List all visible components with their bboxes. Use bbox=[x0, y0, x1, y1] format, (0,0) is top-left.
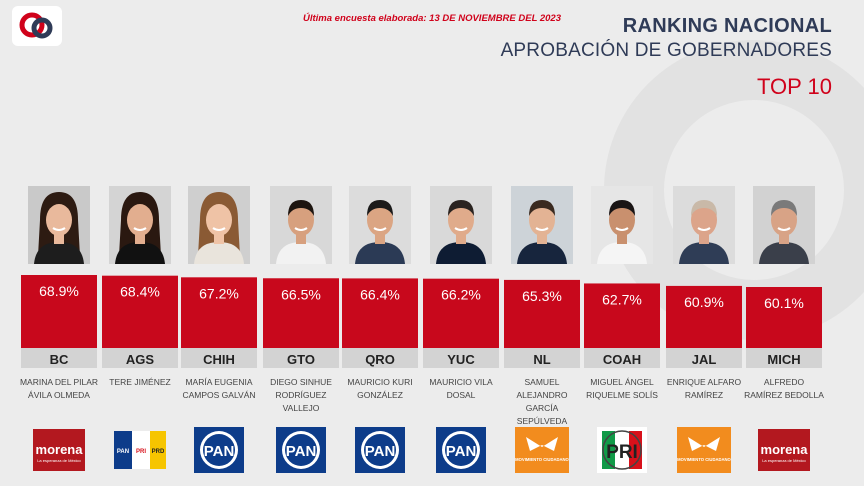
category-label: AGS bbox=[126, 352, 155, 367]
governor-name: DIEGO SINHUE RODRÍGUEZ VALLEJO bbox=[270, 377, 332, 413]
governor-name: ENRIQUE ALFARO RAMÍREZ bbox=[666, 377, 742, 400]
movimiento-ciudadano-logo: MOVIMIENTO CIUDADANO bbox=[514, 425, 570, 475]
governor-name: MAURICIO VILA DOSAL bbox=[429, 377, 493, 400]
state-band bbox=[102, 348, 178, 368]
value-label: 60.9% bbox=[684, 294, 724, 310]
value-label: 66.2% bbox=[441, 287, 481, 303]
bar-jal bbox=[666, 285, 742, 348]
value-label: 67.2% bbox=[199, 285, 239, 301]
value-label: 66.5% bbox=[281, 286, 321, 302]
category-label: JAL bbox=[692, 352, 717, 367]
governor-photo bbox=[349, 186, 411, 264]
bar-gto bbox=[263, 278, 339, 348]
pan-logo: PAN bbox=[191, 425, 247, 475]
value-label: 68.9% bbox=[39, 283, 79, 299]
morena-logo: morena La esperanza de México bbox=[756, 425, 812, 475]
category-label: NL bbox=[533, 352, 550, 367]
state-band bbox=[666, 348, 742, 368]
state-band bbox=[263, 348, 339, 368]
bar-yuc bbox=[423, 278, 499, 348]
svg-text:MOVIMIENTO CIUDADANO: MOVIMIENTO CIUDADANO bbox=[677, 457, 731, 462]
svg-text:La esperanza de México: La esperanza de México bbox=[762, 458, 806, 463]
pri-logo: PRI bbox=[594, 425, 650, 475]
category-label: BC bbox=[50, 352, 69, 367]
governor-photo bbox=[511, 186, 573, 264]
page-title: RANKING NACIONAL bbox=[622, 15, 832, 37]
category-label: YUC bbox=[447, 352, 475, 367]
svg-text:PAN: PAN bbox=[365, 443, 396, 460]
svg-text:PAN: PAN bbox=[204, 443, 235, 460]
bar-bc bbox=[21, 275, 97, 348]
survey-date-note: Última encuesta elaborada: 13 DE NOVIEMB… bbox=[303, 13, 561, 24]
governor-name: SAMUEL ALEJANDRO GARCÍA SEPÚLVEDA bbox=[516, 377, 568, 426]
state-band bbox=[181, 348, 257, 368]
governor-photo bbox=[673, 186, 735, 264]
svg-text:morena: morena bbox=[36, 442, 84, 457]
governor-photo bbox=[591, 186, 653, 264]
svg-text:PAN: PAN bbox=[286, 443, 317, 460]
page-subtitle: APROBACIÓN DE GOBERNADORES bbox=[500, 40, 832, 61]
bar-qro bbox=[342, 278, 418, 348]
pan-logo: PAN bbox=[352, 425, 408, 475]
governor-name: MIGUEL ÁNGEL RIQUELME SOLÍS bbox=[586, 377, 658, 400]
governor-name: ALFREDO RAMÍREZ BEDOLLA bbox=[744, 377, 824, 400]
pan-logo: PAN bbox=[273, 425, 329, 475]
morena-logo: morena La esperanza de México bbox=[31, 425, 87, 475]
bar-chih bbox=[181, 277, 257, 348]
category-label: QRO bbox=[365, 352, 395, 367]
state-band bbox=[342, 348, 418, 368]
governor-name: MAURICIO KURI GONZÁLEZ bbox=[347, 377, 413, 400]
bar-nl bbox=[504, 279, 580, 348]
governor-photo bbox=[188, 186, 250, 264]
category-label: MICH bbox=[767, 352, 800, 367]
governor-photo bbox=[28, 186, 90, 264]
movimiento-ciudadano-logo: MOVIMIENTO CIUDADANO bbox=[676, 425, 732, 475]
svg-text:La esperanza de México: La esperanza de México bbox=[37, 458, 81, 463]
value-label: 65.3% bbox=[522, 288, 562, 304]
governor-name: MARINA DEL PILAR ÁVILA OLMEDA bbox=[19, 377, 99, 400]
bar-ags bbox=[102, 275, 178, 348]
state-band bbox=[21, 348, 97, 368]
value-label: 68.4% bbox=[120, 284, 160, 300]
governor-name: MARÍA EUGENIA CAMPOS GALVÁN bbox=[182, 377, 256, 400]
value-label: 62.7% bbox=[602, 291, 642, 307]
svg-text:PRI: PRI bbox=[606, 442, 638, 463]
svg-text:PRI: PRI bbox=[136, 449, 146, 455]
state-band bbox=[584, 348, 660, 368]
governor-photo bbox=[753, 186, 815, 264]
governor-photo bbox=[430, 186, 492, 264]
svg-text:PRD: PRD bbox=[152, 449, 165, 455]
state-band bbox=[504, 348, 580, 368]
category-label: COAH bbox=[603, 352, 641, 367]
value-label: 60.1% bbox=[764, 295, 804, 311]
pan-logo: PAN bbox=[433, 425, 489, 475]
category-label: GTO bbox=[287, 352, 315, 367]
governor-name: TERE JIMÉNEZ bbox=[109, 377, 171, 387]
svg-text:PAN: PAN bbox=[446, 443, 477, 460]
coalition-logo: PAN PRI PRD bbox=[112, 425, 168, 475]
state-band bbox=[746, 348, 822, 368]
svg-text:PAN: PAN bbox=[117, 449, 129, 455]
state-band bbox=[423, 348, 499, 368]
svg-text:MOVIMIENTO CIUDADANO: MOVIMIENTO CIUDADANO bbox=[515, 457, 569, 462]
bar-mich bbox=[746, 287, 822, 348]
governor-photo bbox=[270, 186, 332, 264]
value-label: 66.4% bbox=[360, 286, 400, 302]
category-label: CHIH bbox=[203, 352, 235, 367]
brand-logo bbox=[12, 6, 62, 46]
svg-text:morena: morena bbox=[761, 442, 809, 457]
governor-photo bbox=[109, 186, 171, 264]
top-label: TOP 10 bbox=[756, 74, 832, 99]
bar-coah bbox=[584, 283, 660, 348]
